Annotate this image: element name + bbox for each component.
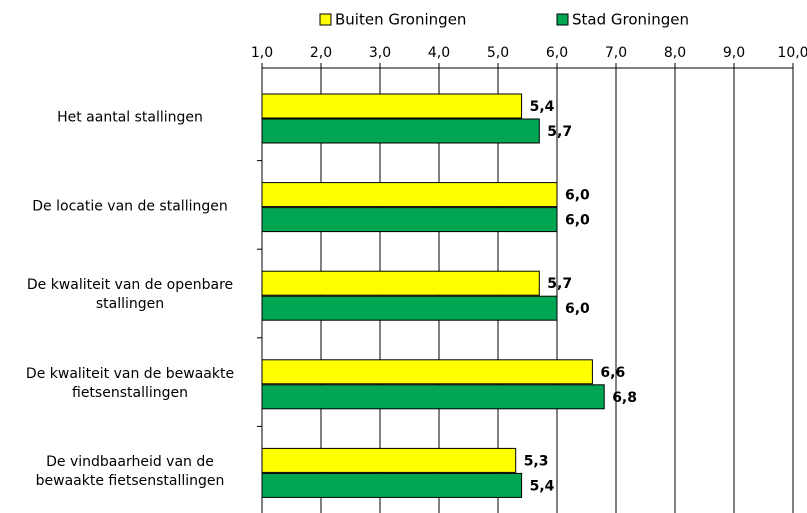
bar — [261, 359, 593, 385]
value-label: 6,0 — [565, 301, 590, 317]
x-tick-label: 10,0 — [777, 45, 807, 61]
value-label: 5,4 — [530, 478, 555, 494]
x-tick-label: 7,0 — [605, 45, 627, 61]
value-label: 6,0 — [565, 213, 590, 229]
category-label: De locatie van de stallingen — [32, 198, 228, 215]
value-label: 5,7 — [547, 124, 572, 140]
bar — [261, 207, 558, 233]
bar — [261, 295, 558, 321]
bar — [261, 384, 605, 410]
legend-swatch — [319, 13, 332, 26]
legend-label: Stad Groningen — [572, 11, 689, 29]
bar — [261, 270, 540, 296]
value-label: 6,6 — [600, 365, 625, 381]
legend-swatch — [556, 13, 569, 26]
value-label: 5,4 — [530, 99, 555, 115]
bar — [261, 118, 540, 144]
x-tick-label: 9,0 — [723, 45, 745, 61]
x-tick-label: 1,0 — [251, 45, 273, 61]
value-label: 6,8 — [612, 390, 637, 406]
category-label: De kwaliteit van de bewaakte fietsenstal… — [25, 365, 235, 401]
x-tick-label: 4,0 — [428, 45, 450, 61]
x-tick-label: 6,0 — [546, 45, 568, 61]
category-label: Het aantal stallingen — [57, 109, 203, 126]
x-tick-label: 3,0 — [369, 45, 391, 61]
category-label: De vindbaarheid van de bewaakte fietsens… — [35, 454, 225, 490]
bar — [261, 472, 523, 498]
x-tick-label: 2,0 — [310, 45, 332, 61]
x-tick-label: 8,0 — [664, 45, 686, 61]
value-label: 5,7 — [547, 276, 572, 292]
legend-label: Buiten Groningen — [335, 11, 466, 29]
bar — [261, 182, 558, 208]
bar — [261, 93, 523, 119]
category-label: De kwaliteit van de openbare stallingen — [26, 277, 234, 313]
x-tick-label: 5,0 — [487, 45, 509, 61]
value-label: 6,0 — [565, 188, 590, 204]
value-label: 5,3 — [524, 453, 549, 469]
bar — [261, 447, 517, 473]
